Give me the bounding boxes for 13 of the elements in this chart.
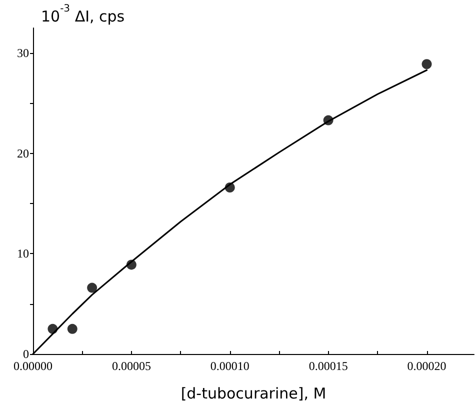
y-tick-label: 10 — [17, 246, 29, 261]
x-tick-label: 0.00000 — [14, 359, 52, 373]
x-tick-label: 0.00010 — [210, 359, 250, 373]
point — [422, 59, 432, 70]
x-axis-title: [d-tubocurarine], M — [180, 384, 326, 402]
x-tick-label: 0.00005 — [112, 359, 151, 373]
x-tick-label: 0.00020 — [407, 359, 446, 373]
y-tick-label: 30 — [17, 46, 29, 60]
point — [87, 282, 98, 293]
y-tick-label: 0 — [23, 347, 29, 361]
y-tick-label: 20 — [17, 146, 29, 160]
point — [67, 324, 78, 334]
x-tick-label: 0.00015 — [308, 359, 348, 373]
